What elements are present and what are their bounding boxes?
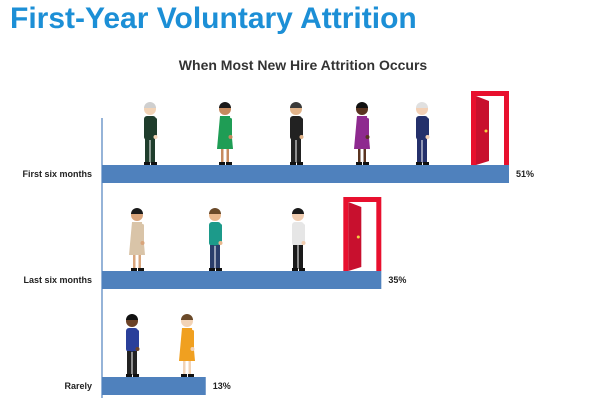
value-label: 35% xyxy=(388,275,406,285)
exit-door-icon xyxy=(471,91,509,165)
bar-2 xyxy=(102,271,382,289)
person-figure xyxy=(354,102,370,165)
people-illustrations xyxy=(126,91,509,377)
person-figure xyxy=(126,314,140,377)
bar-1 xyxy=(102,165,509,183)
bar-3 xyxy=(102,377,206,395)
labels-layer: First six months 51% Last six months 35% Rar… xyxy=(22,169,534,391)
value-label: 13% xyxy=(213,381,231,391)
person-figure xyxy=(292,208,306,271)
chart-title: When Most New Hire Attrition Occurs xyxy=(179,57,428,73)
exit-door-icon xyxy=(343,197,382,271)
category-label: Last six months xyxy=(23,275,92,285)
page-title: First-Year Voluntary Attrition xyxy=(10,2,417,35)
person-figure xyxy=(290,102,304,165)
category-label: Rarely xyxy=(64,381,92,391)
person-figure xyxy=(179,314,195,377)
value-label: 51% xyxy=(516,169,534,179)
person-figure xyxy=(144,102,158,165)
category-label: First six months xyxy=(22,169,92,179)
person-figure xyxy=(209,208,223,271)
person-figure xyxy=(129,208,145,271)
person-figure xyxy=(217,102,233,165)
person-figure xyxy=(416,102,430,165)
bars-layer xyxy=(102,165,509,395)
